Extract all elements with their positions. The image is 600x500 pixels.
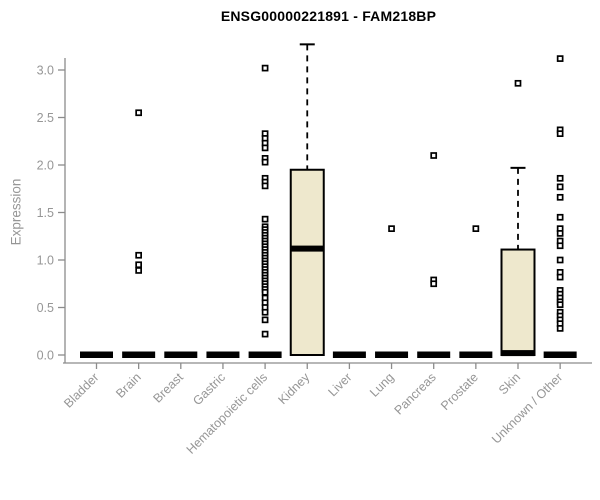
x-category-label: Hematopoietic cells [184,370,271,457]
y-tick-label: 3.0 [37,63,54,77]
outlier-point-hematopoietic-cells [261,215,269,223]
box-collapsed-gastric [206,351,240,358]
x-category-label: Skin [496,370,523,397]
outlier-point-brain [135,261,142,269]
outlier-point-prostate [472,225,480,232]
x-category-label: Bladder [61,370,101,410]
outlier-point-skin [514,79,522,87]
y-tick-label: 0.0 [37,348,54,362]
y-tick-label: 2.5 [37,111,54,125]
outlier-point-hematopoietic-cells [261,182,269,190]
x-category-label: Pancreas [392,370,439,417]
x-category-label: Breast [150,370,186,406]
x-category-label: Kidney [275,370,312,407]
box-collapsed-bladder [80,351,113,358]
box-skin [500,248,536,356]
box-collapsed-pancreas [417,351,451,358]
outlier-point-pancreas [430,280,438,288]
box-collapsed-unknown-other [543,351,577,358]
outlier-point-lung [388,225,395,232]
outlier-point-unknown-other [556,301,564,308]
outlier-point-hematopoietic-cells [261,288,269,296]
box-collapsed-breast [164,351,198,358]
median-skin [501,350,535,357]
x-category-label: Liver [325,370,354,399]
x-category-label: Gastric [190,370,228,408]
y-tick-label: 1.0 [37,253,54,267]
outlier-point-unknown-other [556,183,564,191]
outlier-point-hematopoietic-cells [261,330,269,338]
outlier-point-unknown-other [556,130,564,137]
y-tick-label: 0.5 [37,301,54,315]
outlier-point-hematopoietic-cells [261,64,269,72]
outlier-point-unknown-other [556,230,564,237]
x-category-label: Brain [113,370,144,401]
median-kidney [290,245,324,252]
outlier-point-unknown-other [556,193,564,201]
box-kidney [289,168,325,356]
x-category-label: Prostate [438,370,481,413]
outlier-point-hematopoietic-cells [261,144,269,152]
box-collapsed-hematopoietic-cells [248,351,282,358]
outlier-point-pancreas [430,152,438,159]
outlier-point-unknown-other [556,325,564,332]
y-tick-label: 2.0 [37,158,54,172]
outlier-point-unknown-other [556,273,564,281]
y-tick-label: 1.5 [37,206,54,220]
outlier-point-unknown-other [556,174,564,182]
box-collapsed-liver [332,351,366,358]
x-category-label: Lung [367,370,397,400]
box-collapsed-prostate [459,351,493,358]
outlier-point-unknown-other [556,55,564,62]
outlier-point-brain [135,109,142,117]
outlier-point-brain [135,267,142,274]
outlier-point-unknown-other [556,242,564,250]
outlier-point-hematopoietic-cells [261,316,269,324]
box-collapsed-lung [375,351,409,358]
box-collapsed-brain [122,351,156,358]
outlier-point-brain [135,251,142,259]
outlier-point-unknown-other [556,256,564,264]
outlier-point-hematopoietic-cells [261,308,269,316]
outlier-point-unknown-other [556,213,564,221]
chart-title: ENSG00000221891 - FAM218BP [220,8,437,24]
outlier-point-hematopoietic-cells [261,158,269,166]
